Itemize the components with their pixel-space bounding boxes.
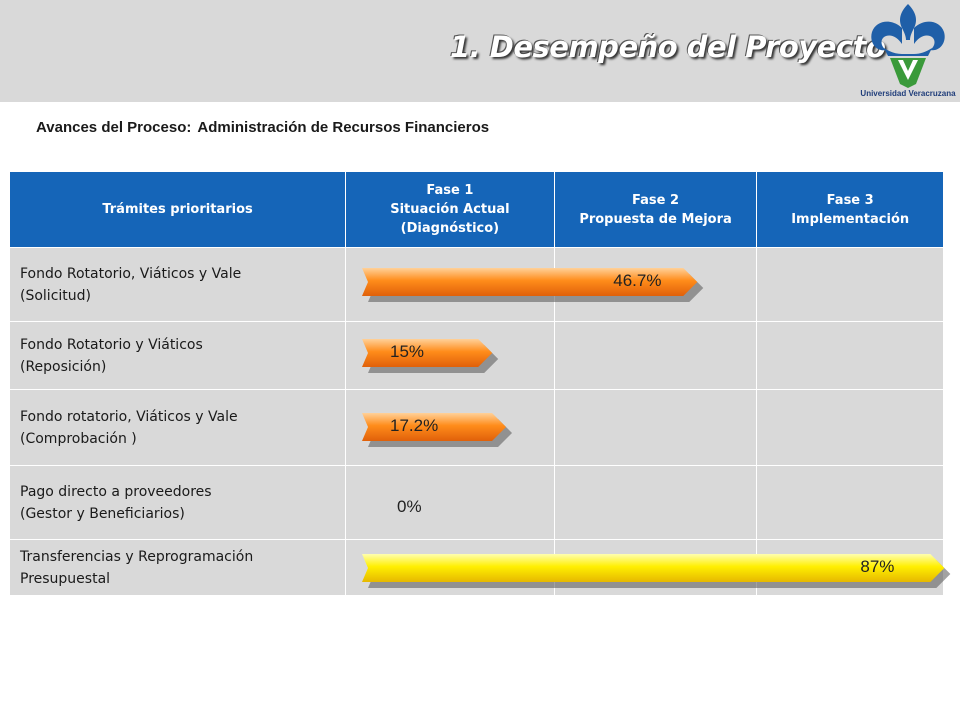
logo-caption: Universidad Veracruzana <box>860 89 956 98</box>
header-tramites: Trámites prioritarios <box>8 171 347 248</box>
slide-title: 1. Desempeño del Proyecto <box>450 30 886 64</box>
phase-1-cell <box>345 465 555 540</box>
procedure-name: Fondo rotatorio, Viáticos y Vale (Comprob… <box>8 389 347 466</box>
slide-header: 1. Desempeño del Proyecto Universidad Ve… <box>0 0 960 102</box>
phase-3-cell <box>756 321 944 390</box>
phase-3-cell <box>756 247 944 322</box>
priority-procedures-table: Trámites prioritarios Fase 1 Situación A… <box>8 171 944 596</box>
header-fase-2: Fase 2 Propuesta de Mejora <box>553 171 758 248</box>
phase-1-cell <box>345 247 555 322</box>
phase-1-cell <box>345 389 555 466</box>
subtitle-label: Avances del Proceso: <box>36 119 192 136</box>
progress-label: 17.2% <box>390 416 439 435</box>
table-row: Pago directo a proveedores (Gestor y Bene… <box>8 465 944 540</box>
progress-label: 87% <box>860 557 895 576</box>
phase-2-cell <box>553 465 758 540</box>
phase-2-cell <box>553 321 758 390</box>
progress-label: 0% <box>397 497 422 516</box>
table-row: Fondo rotatorio, Viáticos y Vale (Comprob… <box>8 389 944 466</box>
phase-3-cell <box>756 465 944 540</box>
phase-1-cell <box>345 539 555 596</box>
table-row: Fondo Rotatorio, Viáticos y Vale (Solicit… <box>8 247 944 322</box>
phase-3-cell <box>756 389 944 466</box>
process-subtitle: Avances del Proceso: Administración de Re… <box>36 119 495 136</box>
table-row: Fondo Rotatorio y Viáticos (Reposición) <box>8 321 944 390</box>
phase-1-cell <box>345 321 555 390</box>
header-fase-1: Fase 1 Situación Actual (Diagnóstico) <box>345 171 555 248</box>
table-row: Transferencias y Reprogramación Presupues… <box>8 539 944 596</box>
subtitle-value: Administración de Recursos Financieros <box>197 119 490 136</box>
header-fase-3: Fase 3 Implementación <box>756 171 944 248</box>
phase-2-cell <box>553 389 758 466</box>
table-header-row: Trámites prioritarios Fase 1 Situación A… <box>8 171 944 248</box>
progress-label: 15% <box>390 342 425 361</box>
phase-2-cell <box>553 247 758 322</box>
university-logo: Universidad Veracruzana <box>858 2 958 100</box>
procedure-name: Pago directo a proveedores (Gestor y Bene… <box>8 465 347 540</box>
procedure-name: Fondo Rotatorio, Viáticos y Vale (Solicit… <box>8 247 347 322</box>
phase-3-cell <box>756 539 944 596</box>
phase-2-cell <box>553 539 758 596</box>
fleur-de-lis-uv-logo-icon <box>871 4 945 88</box>
procedure-name: Fondo Rotatorio y Viáticos (Reposición) <box>8 321 347 390</box>
procedure-name: Transferencias y Reprogramación Presupues… <box>8 539 347 596</box>
progress-label: 46.7% <box>613 271 662 290</box>
